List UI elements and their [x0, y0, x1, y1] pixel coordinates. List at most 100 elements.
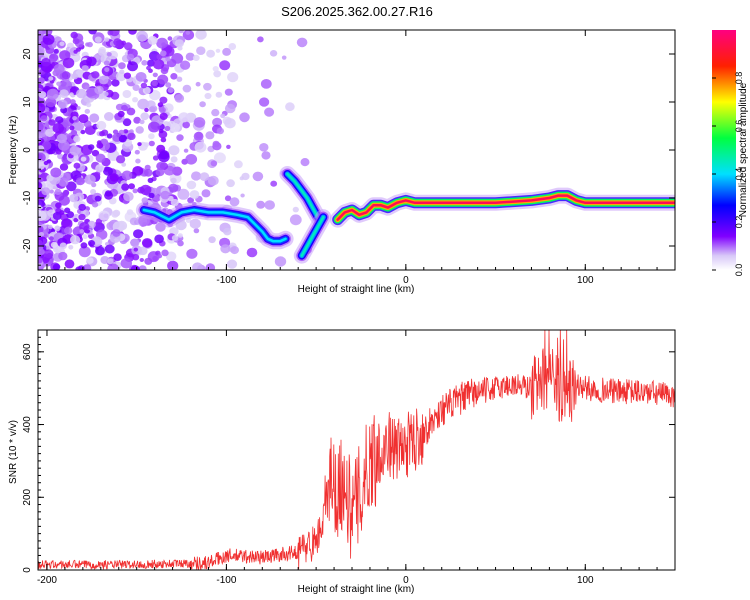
- noise-blob: [148, 121, 160, 133]
- noise-blob: [165, 82, 172, 88]
- noise-blob: [224, 118, 236, 129]
- noise-blob: [94, 85, 104, 95]
- noise-blob: [118, 135, 127, 143]
- noise-blob: [152, 255, 158, 261]
- noise-blob: [104, 112, 114, 121]
- noise-blob: [85, 42, 90, 47]
- noise-blob: [205, 263, 216, 270]
- noise-blob: [80, 129, 86, 135]
- x-tick-label: 0: [403, 275, 409, 286]
- noise-blob: [38, 248, 45, 256]
- noise-blob: [170, 177, 177, 184]
- noise-blob: [48, 76, 54, 81]
- noise-blob: [269, 50, 278, 57]
- snr-series-line: [37, 329, 676, 571]
- noise-blob: [180, 60, 191, 70]
- noise-blob: [156, 162, 166, 171]
- noise-blob: [260, 79, 272, 89]
- noise-blob: [192, 262, 203, 270]
- noise-blob: [69, 99, 76, 105]
- noise-blob: [99, 75, 109, 85]
- snr-axes: -200 -100 0 100 0 200 400 600: [22, 329, 676, 586]
- noise-blob: [159, 112, 168, 121]
- noise-blob: [46, 174, 54, 182]
- noise-blob: [259, 97, 270, 107]
- noise-blob: [104, 244, 115, 254]
- noise-blob: [208, 236, 216, 244]
- noise-blob: [121, 104, 128, 111]
- noise-blob: [73, 217, 79, 223]
- x-tick-label: -200: [37, 575, 57, 586]
- noise-blob: [148, 106, 156, 113]
- noise-blob: [113, 253, 122, 261]
- colorbar-axes: 0.0 0.2 0.4 0.6 0.8: [712, 72, 744, 276]
- noise-blob: [194, 141, 207, 153]
- noise-blob: [185, 52, 195, 61]
- noise-blob: [123, 72, 131, 79]
- noise-blob: [96, 120, 107, 130]
- noise-blob: [204, 92, 212, 100]
- noise-blob: [41, 187, 51, 196]
- noise-blob: [168, 145, 180, 156]
- noise-blob: [91, 71, 100, 79]
- noise-blob: [122, 118, 132, 127]
- noise-blob: [156, 37, 169, 49]
- noise-blob: [94, 171, 101, 177]
- noise-blob: [95, 218, 103, 225]
- x-tick-label: 100: [577, 575, 594, 586]
- x-tick-label: 0: [403, 575, 409, 586]
- noise-blob: [176, 76, 183, 82]
- noise-blob: [102, 41, 107, 46]
- noise-blob: [189, 218, 201, 229]
- noise-blob: [59, 242, 67, 250]
- noise-blob: [170, 156, 178, 163]
- snr-xlabel: Height of straight line (km): [298, 584, 415, 595]
- noise-blob: [62, 57, 75, 69]
- noise-blob: [144, 164, 151, 171]
- noise-blob: [213, 152, 226, 164]
- noise-blob: [239, 176, 244, 181]
- noise-blob: [164, 125, 171, 132]
- noise-blob: [129, 217, 139, 226]
- noise-blob: [57, 153, 64, 160]
- noise-blob: [130, 238, 140, 247]
- noise-blob: [104, 67, 110, 72]
- noise-blob: [107, 263, 120, 270]
- noise-blob: [137, 98, 150, 110]
- snr-panel: -200 -100 0 100 0 200 400 600 Height of straigh…: [8, 329, 676, 595]
- noise-blob: [59, 41, 65, 47]
- noise-blob: [167, 260, 179, 270]
- noise-blob: [152, 155, 159, 161]
- noise-blob: [151, 80, 158, 87]
- noise-blob: [84, 85, 90, 90]
- noise-blob: [103, 91, 109, 97]
- noise-blob: [76, 177, 85, 186]
- noise-blob: [182, 121, 190, 129]
- noise-blob: [157, 102, 164, 108]
- x-tick-label: -200: [37, 275, 57, 286]
- noise-blob: [92, 201, 99, 208]
- noise-blob: [104, 37, 110, 42]
- noise-blob: [133, 116, 141, 124]
- noise-blob: [130, 265, 140, 270]
- noise-blob: [178, 30, 184, 34]
- noise-blob: [79, 222, 90, 232]
- spectrogram-xlabel: Height of straight line (km): [298, 284, 415, 295]
- noise-blob: [144, 257, 153, 265]
- noise-blob: [270, 180, 278, 187]
- noise-blob: [106, 52, 112, 57]
- noise-blob: [120, 258, 132, 269]
- noise-blob: [296, 37, 308, 48]
- spectrogram-ylabel: Frequency (Hz): [8, 116, 19, 185]
- y-tick-label: -10: [22, 190, 33, 205]
- noise-blob: [123, 42, 133, 51]
- noise-blob: [191, 171, 202, 181]
- noise-blob: [40, 115, 48, 122]
- noise-blob: [46, 88, 59, 100]
- noise-blob: [81, 65, 89, 72]
- noise-blob: [107, 258, 114, 265]
- noise-blob: [226, 259, 238, 269]
- noise-blob: [137, 186, 145, 194]
- noise-blob: [38, 225, 44, 233]
- noise-blob: [174, 39, 184, 48]
